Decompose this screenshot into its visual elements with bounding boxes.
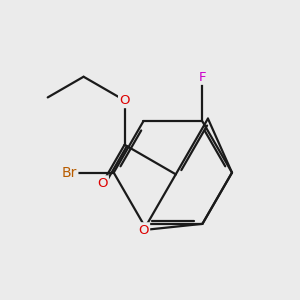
Text: O: O <box>138 224 149 236</box>
Text: O: O <box>119 94 130 107</box>
Text: F: F <box>199 70 206 83</box>
Text: O: O <box>97 177 108 190</box>
Text: Br: Br <box>62 166 77 180</box>
